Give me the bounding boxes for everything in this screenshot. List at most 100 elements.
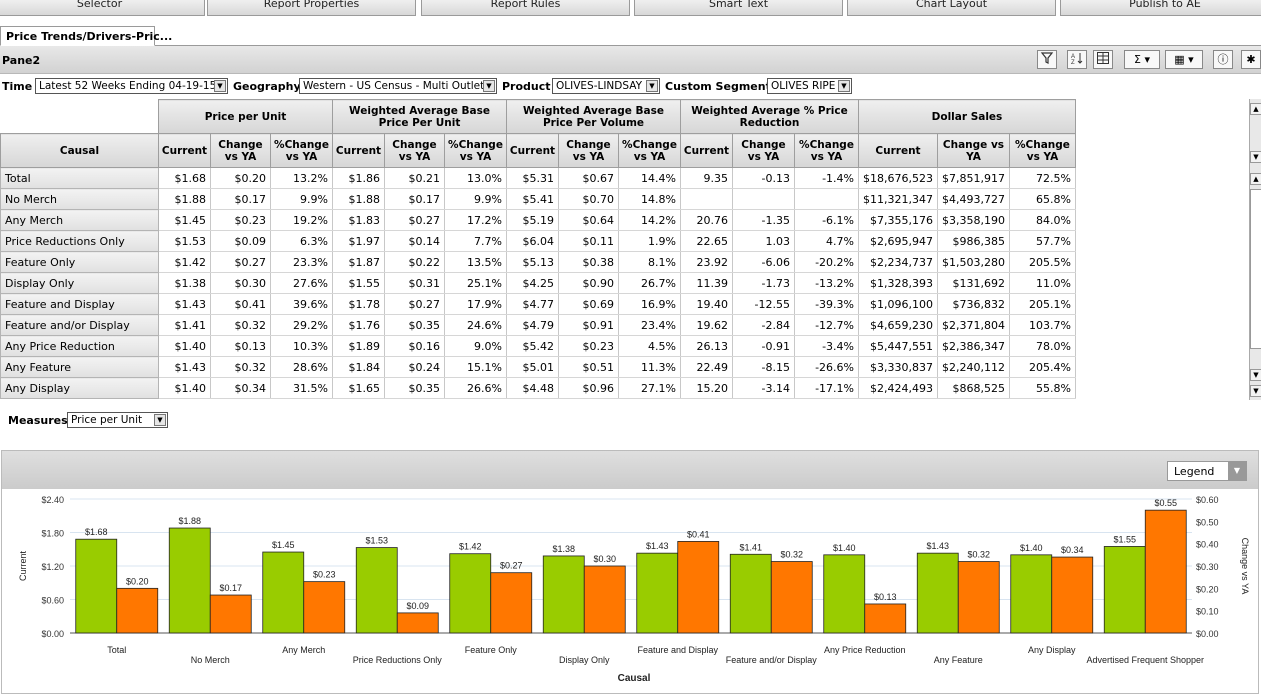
column-header[interactable]: Current (506, 133, 559, 168)
column-header[interactable]: Current (680, 133, 733, 168)
bar-current (355, 547, 398, 634)
x-tick-label: No Merch (191, 655, 230, 665)
tab-price-trends[interactable]: Price Trends/Drivers-Pric... (0, 26, 172, 46)
column-group-header[interactable]: Weighted Average % Price Reduction (680, 99, 859, 134)
column-header[interactable]: Change vs YA (558, 133, 619, 168)
scroll-down-icon[interactable]: ▼ (1250, 151, 1261, 163)
table-cell (680, 188, 733, 210)
column-header[interactable]: Current (158, 133, 211, 168)
table-cell: $0.35 (384, 377, 445, 399)
scroll-top-icon[interactable]: ▲ (1250, 173, 1261, 185)
table-cell: $5.31 (506, 167, 559, 189)
column-header[interactable]: Current (858, 133, 938, 168)
table-cell: 11.39 (680, 272, 733, 294)
row-header[interactable]: Any Merch (0, 209, 159, 231)
sum-icon[interactable]: Σ ▾ (1124, 50, 1160, 69)
table-cell: $2,371,804 (937, 314, 1010, 336)
scroll-down-icon[interactable]: ▼ (1250, 369, 1261, 381)
table-row[interactable]: Any Merch $1.45 $0.23 19.2% $1.83 $0.27 17.2% $… (0, 209, 1076, 231)
column-group-header[interactable]: Dollar Sales (858, 99, 1076, 134)
info-icon[interactable]: ⓘ (1213, 50, 1233, 69)
data-table: Price per Unit Weighted Average Base Pric… (0, 99, 1076, 399)
table-cell: 25.1% (444, 272, 507, 294)
layout-icon[interactable]: ▦ ▾ (1165, 50, 1203, 69)
table-row[interactable]: Feature and/or Display $1.41 $0.32 29.2% $1.… (0, 314, 1076, 336)
column-group-header[interactable]: Weighted Average Base Price Per Volume (506, 99, 681, 134)
legend-dropdown[interactable]: Legend ▼ (1167, 461, 1247, 481)
column-header[interactable]: Change vs YA (384, 133, 445, 168)
table-row[interactable]: Any Price Reduction $1.40 $0.13 10.3% $1.89 $… (0, 335, 1076, 357)
table-cell: 9.9% (270, 188, 333, 210)
table-cell: $1.43 (158, 293, 211, 315)
table-cell: -6.06 (732, 251, 795, 273)
report-rules-button[interactable]: Report Rules (421, 0, 630, 16)
row-header[interactable]: Display Only (0, 272, 159, 294)
column-group-header[interactable]: Weighted Average Base Price Per Unit (332, 99, 507, 134)
product-select[interactable]: OLIVES-LINDSAY ▼ (552, 78, 660, 94)
column-header[interactable]: %Change vs YA (270, 133, 333, 168)
row-header[interactable]: Total (0, 167, 159, 189)
columns-icon[interactable] (1093, 50, 1113, 69)
publish-to-ae-button[interactable]: Publish to AE (1060, 0, 1261, 16)
chart-layout-button[interactable]: Chart Layout (847, 0, 1056, 16)
chevron-down-icon: ▼ (646, 80, 658, 92)
top-toolbar: Selector Report Properties Report Rules … (0, 0, 1261, 18)
table-row[interactable]: Any Display $1.40 $0.34 31.5% $1.65 $0.35 26.6… (0, 377, 1076, 399)
custom-segment-select[interactable]: OLIVES RIPE ▼ (767, 78, 852, 94)
grid-vertical-scrollbar[interactable]: ▲ ▼ ▲ ▼ ▼ (1249, 99, 1261, 400)
table-row[interactable]: Price Reductions Only $1.53 $0.09 6.3% $1.97… (0, 230, 1076, 252)
row-header[interactable]: Feature and/or Display (0, 314, 159, 336)
table-cell: 72.5% (1009, 167, 1076, 189)
y-tick-label: $1.20 (41, 562, 64, 572)
measures-select[interactable]: Price per Unit ▼ (67, 412, 168, 428)
column-header[interactable]: Current (332, 133, 385, 168)
table-cell: $1.38 (158, 272, 211, 294)
table-row[interactable]: Feature Only $1.42 $0.27 23.3% $1.87 $0.22 13.… (0, 251, 1076, 273)
column-header[interactable]: %Change vs YA (618, 133, 681, 168)
table-cell: $1.84 (332, 356, 385, 378)
table-cell: 13.2% (270, 167, 333, 189)
row-header-title[interactable]: Causal (0, 133, 159, 168)
scroll-bottom-icon[interactable]: ▼ (1250, 385, 1261, 397)
column-header[interactable]: Change vs YA (732, 133, 795, 168)
table-row[interactable]: Any Feature $1.43 $0.32 28.6% $1.84 $0.24 15.1… (0, 356, 1076, 378)
row-header[interactable]: Feature and Display (0, 293, 159, 315)
column-header[interactable]: Change vs YA (936, 133, 1010, 168)
column-group-header[interactable]: Price per Unit (158, 99, 333, 134)
column-header[interactable]: %Change vs YA (1008, 133, 1076, 168)
data-label-current: $1.43 (926, 541, 949, 551)
row-header[interactable]: Any Price Reduction (0, 335, 159, 357)
table-row[interactable]: No Merch $1.88 $0.17 9.9% $1.88 $0.17 9.9% $5.4… (0, 188, 1076, 210)
bar-current (75, 538, 118, 634)
bar-current (1010, 554, 1053, 634)
column-header[interactable]: %Change vs YA (794, 133, 859, 168)
table-row[interactable]: Total $1.68 $0.20 13.2% $1.86 $0.21 13.0% $5.31… (0, 167, 1076, 189)
scroll-up-icon[interactable]: ▲ (1250, 103, 1261, 115)
report-properties-button[interactable]: Report Properties (207, 0, 416, 16)
row-header[interactable]: Any Display (0, 377, 159, 399)
row-header[interactable]: Price Reductions Only (0, 230, 159, 252)
scroll-thumb[interactable] (1250, 189, 1261, 349)
table-cell: 17.2% (444, 209, 507, 231)
tools-icon[interactable]: ✱ (1241, 50, 1261, 69)
row-header[interactable]: Feature Only (0, 251, 159, 273)
table-cell: $0.23 (210, 209, 271, 231)
filter-bar: Time Latest 52 Weeks Ending 04-19-15 ▼ Ge… (0, 76, 1261, 96)
table-cell: $0.32 (210, 356, 271, 378)
selector-button[interactable]: Selector (0, 0, 205, 16)
bar-change-vs-ya (864, 603, 907, 634)
table-cell: -0.13 (732, 167, 795, 189)
table-row[interactable]: Display Only $1.38 $0.30 27.6% $1.55 $0.31 25.… (0, 272, 1076, 294)
smart-text-button[interactable]: Smart Text (634, 0, 843, 16)
row-header[interactable]: No Merch (0, 188, 159, 210)
column-header[interactable]: %Change vs YA (444, 133, 507, 168)
table-row[interactable]: Feature and Display $1.43 $0.41 39.6% $1.78 $… (0, 293, 1076, 315)
row-header[interactable]: Any Feature (0, 356, 159, 378)
filter-icon[interactable] (1037, 50, 1057, 69)
geography-select[interactable]: Western - US Census - Multi Outlet ▼ (299, 78, 497, 94)
bar-change-vs-ya (957, 561, 1000, 634)
x-axis-title: Causal (618, 673, 651, 684)
column-header[interactable]: Change vs YA (210, 133, 271, 168)
time-select[interactable]: Latest 52 Weeks Ending 04-19-15 ▼ (35, 78, 228, 94)
